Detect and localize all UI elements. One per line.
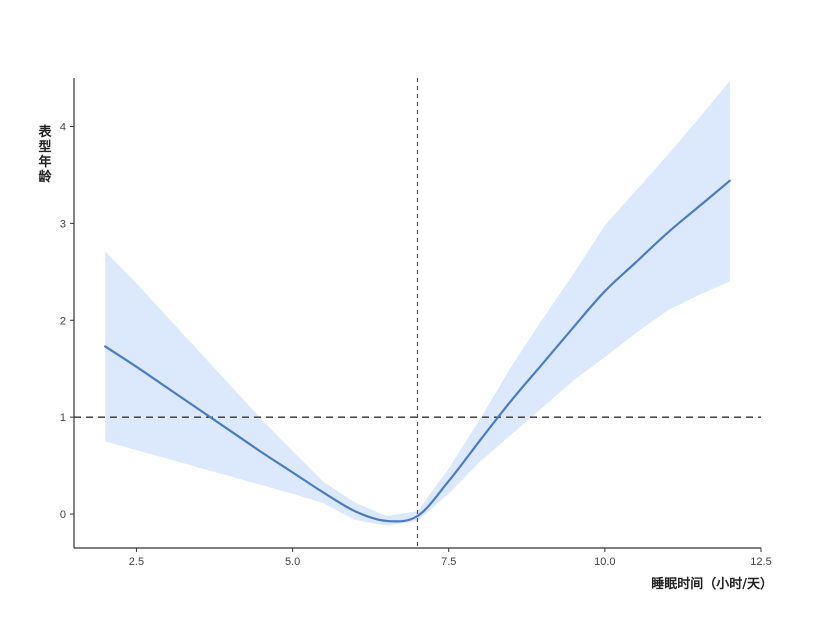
y-tick-label: 3 xyxy=(60,218,66,230)
ticks-layer: 2.5 5.0 7.5 10.0 12.5 0 1 2 3 4 xyxy=(60,121,772,568)
y-tick-label: 1 xyxy=(60,412,66,424)
y-axis-title-char: 表 xyxy=(37,124,52,140)
reference-lines-layer xyxy=(74,78,761,548)
series-line-layer xyxy=(104,179,731,523)
series-line xyxy=(104,179,731,523)
y-axis-title: 表型年龄 xyxy=(37,124,52,185)
confidence-band xyxy=(105,80,730,526)
y-axis-title-char: 年 xyxy=(38,154,51,170)
x-tick-label: 2.5 xyxy=(129,556,144,568)
axes-layer xyxy=(73,78,761,549)
x-tick-label: 10.0 xyxy=(594,556,615,568)
x-tick-label: 5.0 xyxy=(285,556,300,568)
confidence-band-layer xyxy=(105,80,730,526)
y-axis-title-char: 龄 xyxy=(38,169,52,185)
y-tick-label: 0 xyxy=(60,509,66,521)
y-tick-label: 4 xyxy=(60,121,66,133)
y-axis-title-char: 型 xyxy=(38,139,51,155)
y-tick-label: 2 xyxy=(60,315,66,327)
x-tick-label: 7.5 xyxy=(441,556,456,568)
x-axis-title: 睡眠时间（小时/天） xyxy=(651,576,773,592)
x-tick-label: 12.5 xyxy=(750,556,771,568)
